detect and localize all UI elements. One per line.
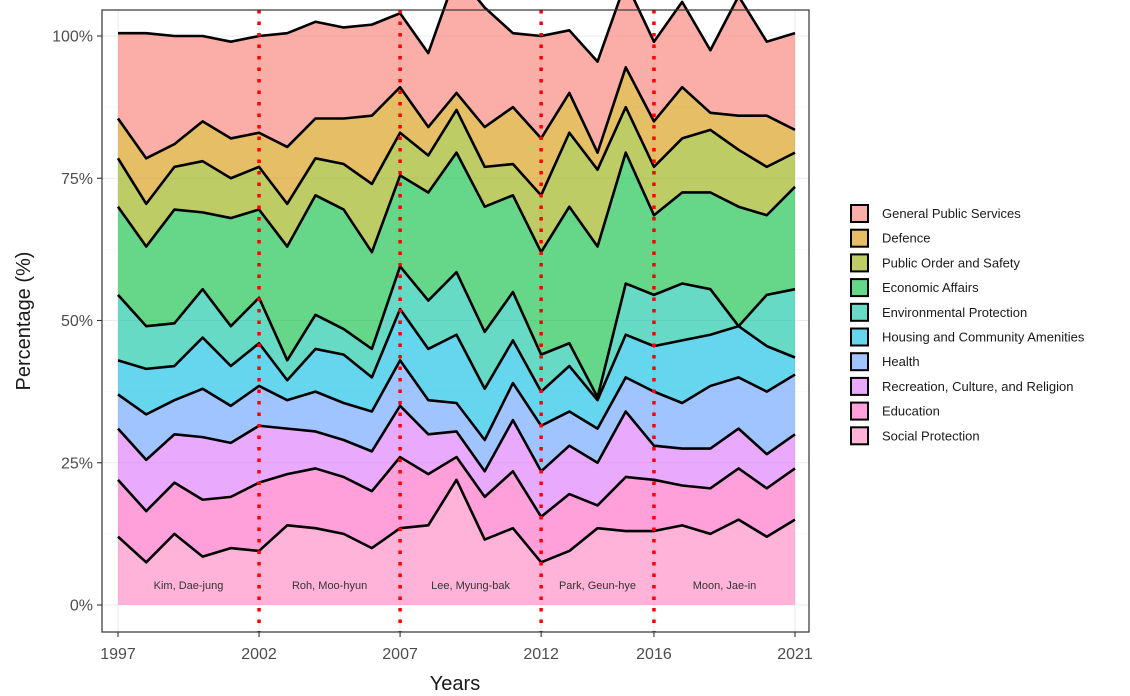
legend-item: Health: [850, 352, 920, 372]
stack-boundary-line: [117, 455, 796, 519]
legend-item: Public Order and Safety: [850, 253, 1021, 273]
legend-swatch: [850, 253, 869, 273]
x-axis-title: Years: [430, 673, 480, 695]
area-environmental-protection: [118, 266, 795, 401]
x-tick-label: 2012: [523, 646, 559, 663]
stack-boundary-line: [117, 404, 796, 473]
administration-label: Kim, Dae-jung: [154, 580, 224, 592]
legend-item: General Public Services: [850, 204, 1021, 223]
area-defence: [118, 67, 795, 204]
administration-dividers: [257, 10, 656, 632]
area-economic-affairs: [118, 152, 795, 398]
y-tick-label: 75%: [61, 171, 93, 188]
legend-swatch: [850, 426, 869, 446]
administration-label: Park, Geun-hye: [559, 580, 636, 592]
administration-label: Moon, Jae-in: [693, 580, 757, 592]
stack-boundary-line: [116, 66, 796, 160]
y-tick-label: 50%: [61, 313, 93, 330]
stack-boundary-line: [117, 359, 796, 442]
legend-swatch: [850, 327, 869, 347]
area-education: [118, 457, 795, 563]
legend-item: Housing and Community Amenities: [850, 327, 1085, 347]
area-social-protection: [118, 479, 795, 605]
stack-boundary-line: [117, 478, 796, 564]
boundary-lines: [116, 0, 796, 564]
legend-label: Environmental Protection: [882, 305, 1027, 320]
legend-label: Housing and Community Amenities: [882, 330, 1085, 345]
y-tick-label: 25%: [61, 455, 93, 472]
legend-swatch: [850, 401, 869, 421]
area-recreation-culture-and-religion: [118, 405, 795, 517]
legend-item: Environmental Protection: [850, 302, 1027, 322]
area-housing-and-community-amenities: [118, 309, 795, 440]
axes: 0% 25% 50% 75% 100% 1997 2002 2007 2012 2016 2021: [52, 29, 813, 664]
y-tick-label: 0%: [70, 598, 93, 615]
x-tick-label: 2002: [241, 646, 277, 663]
x-tick-label: 1997: [100, 646, 136, 663]
legend-swatch: [850, 302, 869, 322]
legend-label: Education: [882, 404, 940, 419]
legend-label: Defence: [882, 231, 930, 246]
legend: General Public Services Defence Public Ord…: [850, 204, 1085, 446]
stack-boundary-line: [117, 265, 796, 399]
legend-swatch: [850, 228, 869, 248]
legend-swatch: [850, 204, 869, 223]
legend-swatch: [850, 278, 869, 298]
legend-swatch: [850, 376, 869, 396]
stack-boundary-line: [117, 307, 796, 402]
area-layer: [118, 0, 795, 605]
administration-labels: Kim, Dae-jung Roh, Moo-hyun Lee, Myung-bak…: [154, 580, 757, 592]
legend-label: Economic Affairs: [882, 280, 979, 295]
legend-label: Public Order and Safety: [882, 255, 1021, 270]
area-public-order-and-safety: [118, 107, 795, 253]
area-health: [118, 360, 795, 472]
stack-boundary-line: [116, 105, 796, 206]
legend-label: General Public Services: [882, 206, 1021, 221]
legend-item: Economic Affairs: [850, 278, 979, 298]
legend-item: Social Protection: [850, 426, 980, 446]
x-tick-label: 2021: [777, 646, 813, 663]
y-axis-title: Percentage (%): [13, 252, 35, 391]
administration-label: Lee, Myung-bak: [431, 580, 510, 592]
stack-boundary-line: [118, 0, 796, 63]
x-tick-label: 2007: [382, 646, 418, 663]
legend-label: Recreation, Culture, and Religion: [882, 379, 1074, 394]
stack-boundary-line: [116, 151, 796, 254]
legend-swatch: [850, 352, 869, 372]
legend-label: Social Protection: [882, 428, 980, 443]
legend-item: Education: [850, 401, 940, 421]
area-general-public-services: [118, 0, 795, 159]
x-tick-label: 2016: [636, 646, 672, 663]
legend-label: Health: [882, 354, 920, 369]
legend-item: Recreation, Culture, and Religion: [850, 376, 1074, 396]
y-tick-label: 100%: [52, 29, 93, 46]
administration-label: Roh, Moo-hyun: [292, 580, 367, 592]
legend-item: Defence: [850, 228, 930, 248]
